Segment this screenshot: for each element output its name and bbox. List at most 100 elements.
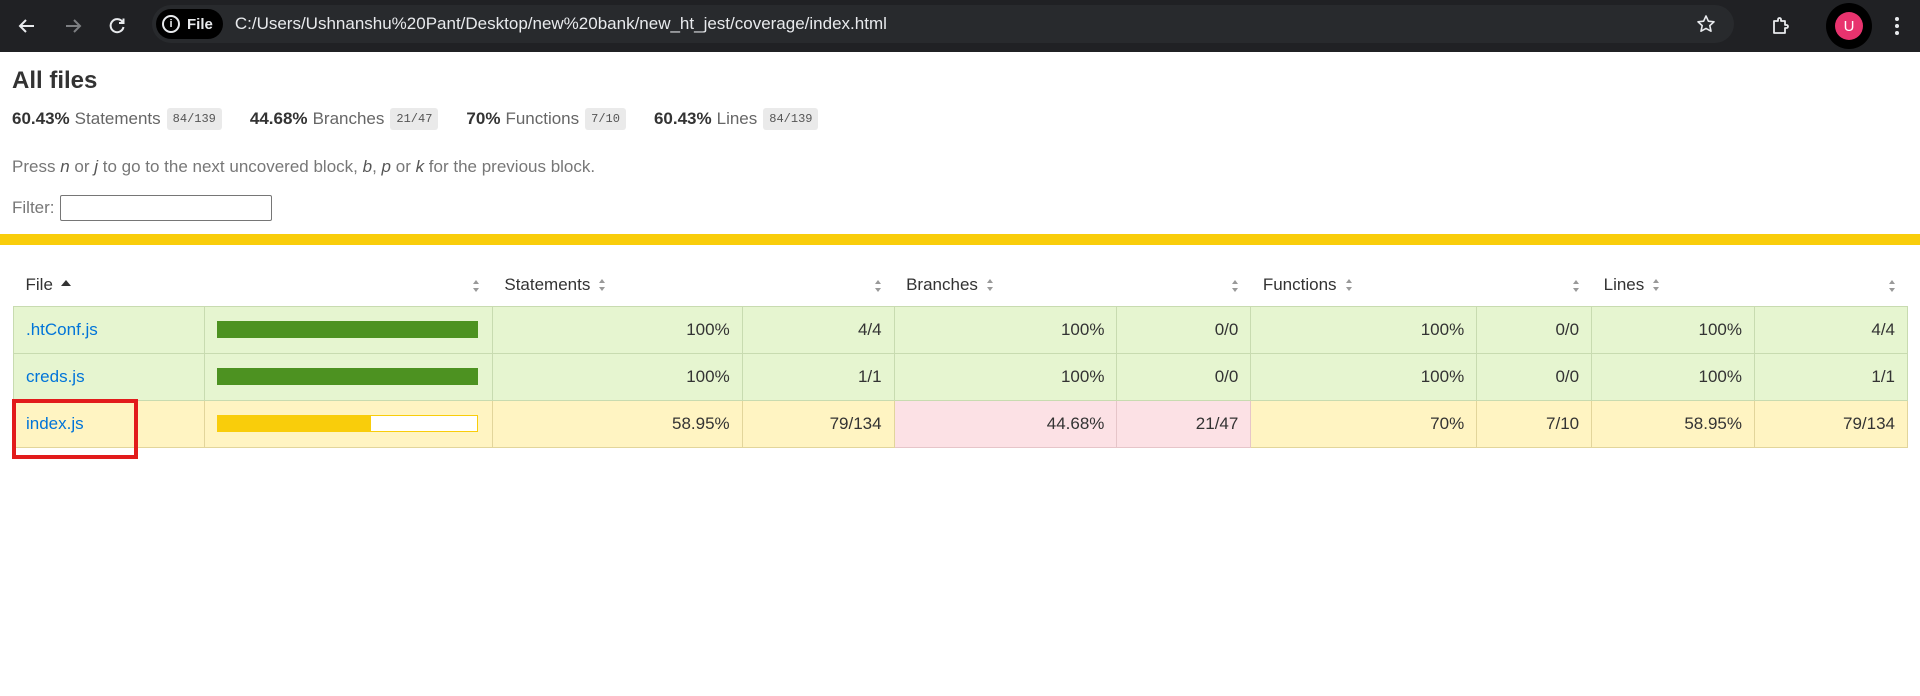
profile-button[interactable]: U: [1826, 3, 1872, 49]
summary-fraction: 84/139: [763, 108, 819, 130]
branches-fraction: 0/0: [1116, 305, 1252, 354]
hint-text: or: [69, 157, 95, 176]
header-label: Statements: [504, 274, 591, 294]
coverage-header: All files 60.43% Statements 84/139 44.68…: [0, 52, 1920, 221]
statements-pct: 58.95%: [491, 399, 743, 448]
back-button[interactable]: [7, 6, 47, 46]
header-label: Branches: [906, 274, 978, 294]
header-statements[interactable]: Statements: [492, 264, 742, 306]
functions-pct: 100%: [1250, 305, 1478, 354]
filter-row: Filter:: [12, 195, 1908, 221]
summary-pct: 60.43%: [12, 109, 70, 128]
header-lines-raw[interactable]: [1755, 264, 1908, 306]
hint-key: k: [415, 157, 425, 176]
sort-icon: [1888, 280, 1895, 292]
bookmark-star-icon[interactable]: [1696, 14, 1716, 34]
header-statements-raw[interactable]: [742, 264, 894, 306]
summary-label: Statements: [74, 109, 161, 128]
sort-icon: [1653, 279, 1660, 292]
file-cell: .htConf.js: [13, 305, 205, 354]
summary-fraction: 84/139: [166, 108, 222, 130]
site-info-chip[interactable]: i File: [156, 9, 223, 39]
back-arrow-icon: [18, 19, 34, 33]
functions-fraction: 0/0: [1476, 352, 1593, 401]
filter-label: Filter:: [12, 198, 55, 217]
header-file[interactable]: File: [14, 264, 205, 306]
hint-text: or: [391, 157, 416, 176]
coverage-bar: [216, 368, 478, 385]
header-branches-raw[interactable]: [1117, 264, 1251, 306]
header-file-bar[interactable]: [204, 264, 492, 306]
hint-key: b: [362, 157, 373, 176]
forward-button[interactable]: [53, 6, 93, 46]
summary-statements: 60.43% Statements 84/139: [12, 108, 222, 130]
browser-toolbar: i File C:/Users/Ushnanshu%20Pant/Desktop…: [0, 0, 1920, 52]
coverage-bar-fill: [217, 416, 371, 431]
hint-text: to go to the next uncovered block,: [98, 157, 363, 176]
url-text[interactable]: C:/Users/Ushnanshu%20Pant/Desktop/new%20…: [234, 14, 887, 33]
sort-ascending-icon: [60, 280, 71, 287]
sort-icon: [875, 280, 882, 292]
reload-button[interactable]: [97, 6, 137, 46]
file-link[interactable]: .htConf.js: [26, 319, 98, 339]
file-link[interactable]: creds.js: [26, 366, 85, 386]
hint-key: j: [94, 157, 98, 176]
header-label: File: [25, 274, 53, 294]
sort-icon: [1572, 280, 1579, 292]
coverage-bar-fill: [217, 322, 477, 337]
address-bar[interactable]: i File C:/Users/Ushnanshu%20Pant/Desktop…: [152, 5, 1734, 43]
branches-fraction: 21/47: [1116, 399, 1252, 448]
sort-icon: [1231, 280, 1238, 292]
table-row: creds.js 100% 1/1 100% 0/0 100% 0/0 100%…: [13, 352, 1908, 401]
lines-fraction: 79/134: [1754, 399, 1908, 448]
coverage-bar-cell: [203, 399, 493, 448]
filter-input[interactable]: [59, 195, 272, 221]
coverage-bar-cell: [203, 352, 493, 401]
header-branches[interactable]: Branches: [894, 264, 1117, 306]
table-header-row: File Statements Branches Functions Lines: [14, 264, 1908, 306]
lines-fraction: 4/4: [1754, 305, 1908, 354]
lines-fraction: 1/1: [1754, 352, 1908, 401]
summary-fraction: 21/47: [390, 108, 439, 130]
statements-fraction: 4/4: [741, 305, 895, 354]
lines-pct: 58.95%: [1591, 399, 1755, 448]
summary-fraction: 7/10: [585, 108, 626, 130]
lines-pct: 100%: [1591, 352, 1755, 401]
statements-pct: 100%: [491, 305, 743, 354]
branches-fraction: 0/0: [1116, 352, 1252, 401]
branches-pct: 44.68%: [893, 399, 1118, 448]
sort-icon: [473, 280, 480, 292]
table-row: .htConf.js 100% 4/4 100% 0/0 100% 0/0 10…: [13, 305, 1908, 354]
header-functions[interactable]: Functions: [1251, 264, 1477, 306]
statements-fraction: 1/1: [741, 352, 895, 401]
coverage-bar-cell: [203, 305, 493, 354]
summary-pct: 44.68%: [249, 109, 308, 128]
summary-label: Lines: [716, 109, 758, 128]
coverage-status-line: [0, 234, 1920, 245]
hint-text: Press: [12, 157, 61, 176]
hint-key: p: [381, 157, 392, 176]
summary-lines: 60.43% Lines 84/139: [654, 108, 819, 130]
functions-pct: 70%: [1250, 399, 1478, 448]
header-label: Lines: [1603, 274, 1645, 294]
statements-fraction: 79/134: [741, 399, 895, 448]
file-link[interactable]: index.js: [26, 413, 84, 433]
file-cell: index.js: [13, 399, 205, 448]
keyboard-hint: Press n or j to go to the next uncovered…: [12, 156, 1908, 178]
hint-text: for the previous block.: [424, 157, 596, 176]
extensions-button[interactable]: [1762, 8, 1798, 44]
info-icon: i: [162, 15, 180, 33]
hint-key: n: [60, 157, 70, 176]
header-lines[interactable]: Lines: [1592, 264, 1755, 306]
lines-pct: 100%: [1591, 305, 1755, 354]
browser-menu-button[interactable]: [1882, 10, 1912, 42]
summary-label: Branches: [312, 109, 385, 128]
table-row: index.js 58.95% 79/134 44.68% 21/47 70% …: [13, 399, 1908, 448]
coverage-summary: 60.43% Statements 84/139 44.68% Branches…: [12, 106, 1908, 132]
summary-pct: 70%: [466, 109, 501, 128]
page-title: All files: [12, 67, 98, 94]
sort-icon: [1345, 279, 1352, 292]
header-functions-raw[interactable]: [1477, 264, 1592, 306]
sort-icon: [599, 279, 606, 292]
menu-dot-icon: [1895, 17, 1899, 21]
